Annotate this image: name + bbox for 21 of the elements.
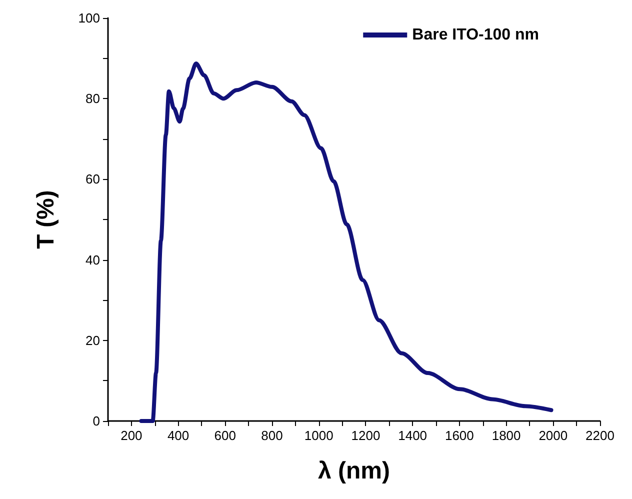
y-tick-label: 0 bbox=[92, 414, 100, 428]
y-tick-label: 80 bbox=[86, 91, 100, 106]
x-tick-label: 1800 bbox=[492, 428, 521, 443]
x-tick-label: 400 bbox=[167, 428, 190, 443]
x-tick-label: 2200 bbox=[586, 428, 614, 443]
x-axis-title: λ (nm) bbox=[318, 458, 390, 484]
legend-label: Bare ITO-100 nm bbox=[412, 26, 540, 44]
x-tick-label: 1600 bbox=[444, 428, 474, 443]
y-tick-label: 40 bbox=[86, 252, 100, 268]
x-tick-label: 800 bbox=[261, 428, 283, 443]
y-tick-label: 100 bbox=[78, 10, 100, 26]
line-series bbox=[139, 62, 554, 423]
x-tick-label: 1400 bbox=[398, 428, 428, 443]
y-tick-label: 60 bbox=[86, 172, 100, 187]
x-tick-label: 600 bbox=[214, 428, 236, 443]
x-tick-label: 1000 bbox=[304, 428, 334, 443]
y-tick-label: 20 bbox=[86, 332, 100, 348]
y-axis-title: T (%) bbox=[32, 190, 60, 249]
x-tick-label: 2000 bbox=[538, 428, 568, 443]
x-tick-label: 200 bbox=[120, 428, 142, 443]
x-tick-label: 1200 bbox=[351, 428, 380, 443]
